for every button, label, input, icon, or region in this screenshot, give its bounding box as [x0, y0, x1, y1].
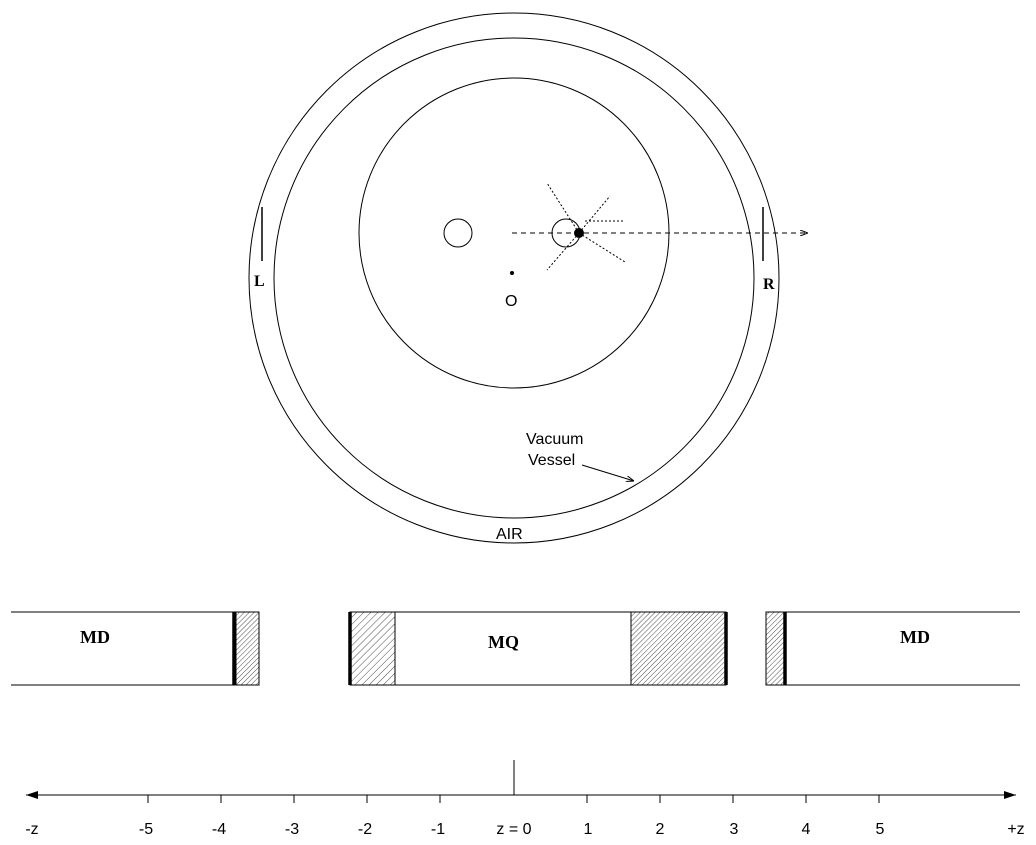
outer-air-circle [248, 12, 780, 544]
label-right-detector: R [763, 276, 775, 293]
tick-label: -1 [431, 821, 445, 838]
tick-label: -3 [285, 821, 299, 838]
top-view: L R O Vacuum Vessel AIR [248, 12, 808, 544]
tick-label: 1 [584, 821, 593, 838]
side-view: MD MQ MD [11, 611, 1020, 686]
label-right-md: MD [900, 627, 930, 647]
label-mq: MQ [488, 632, 519, 652]
label-left-detector: L [254, 273, 265, 290]
mq-left-hatched-end [349, 611, 396, 686]
left-beam-hole [443, 218, 473, 248]
label-vacuum: Vacuum [526, 431, 584, 448]
tick-label: -4 [212, 821, 226, 838]
origin-point [510, 271, 514, 275]
tick-label: 2 [656, 821, 665, 838]
tick-label: -2 [358, 821, 372, 838]
label-origin: O [505, 293, 517, 310]
tick-label: 5 [876, 821, 885, 838]
tick-label: -z [25, 821, 38, 838]
vacuum-vessel-circle [273, 37, 755, 519]
particle-spray [546, 182, 626, 271]
mq-right-hatched-end [630, 611, 727, 686]
tick-label: -5 [139, 821, 153, 838]
tick-label: +z [1007, 821, 1024, 838]
tick-label: 3 [730, 821, 739, 838]
label-left-md: MD [80, 627, 110, 647]
label-air: AIR [496, 526, 523, 543]
tick-label: z = 0 [496, 821, 531, 838]
z-axis: -z -5 -4 -3 -2 -1 z = 0 1 2 3 4 5 +z [25, 760, 1025, 838]
left-md-hatched-end [235, 611, 260, 686]
z-axis-ticks [147, 795, 880, 803]
label-vessel: Vessel [528, 452, 575, 469]
vessel-pointer-arrow [581, 464, 634, 481]
right-md-hatched-end [765, 611, 785, 686]
tick-label: 4 [802, 821, 811, 838]
